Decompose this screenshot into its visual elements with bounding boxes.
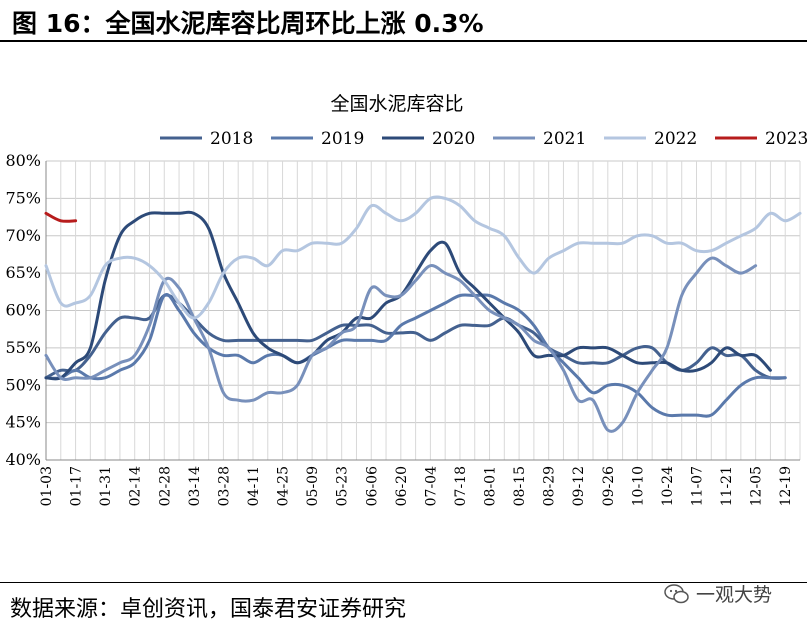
x-tick-label: 08-01	[483, 466, 499, 506]
series-line-2020	[44, 210, 772, 381]
x-tick-label: 08-15	[512, 466, 528, 506]
legend-item-2018: 2018	[160, 129, 253, 149]
legend-item-2023: 2023	[715, 129, 807, 149]
x-tick-label: 09-26	[601, 466, 617, 506]
x-tick-label: 11-07	[690, 466, 706, 506]
series-line-2022	[44, 195, 802, 320]
x-tick-label: 05-09	[305, 466, 321, 506]
y-tick-label: 50%	[5, 375, 41, 394]
x-tick-label: 04-25	[276, 466, 292, 506]
x-tick-label: 06-20	[394, 466, 410, 506]
x-tick-label: 12-05	[749, 466, 765, 506]
chart-title: 全国水泥库容比	[330, 93, 463, 115]
x-tick-label: 02-28	[157, 466, 173, 506]
x-tick-label: 05-23	[335, 466, 351, 506]
series-lines	[44, 195, 802, 433]
legend-label: 2022	[654, 129, 697, 149]
x-tick-label: 02-14	[128, 466, 144, 506]
legend-item-2021: 2021	[493, 129, 586, 149]
x-tick-label: 06-06	[364, 466, 380, 506]
legend-label: 2018	[210, 129, 253, 149]
figure-title: 图 16：全国水泥库容比周环比上涨 0.3%	[12, 9, 484, 38]
x-tick-label: 11-21	[719, 466, 735, 506]
watermark: 一观大势	[664, 580, 772, 607]
legend-item-2020: 2020	[382, 129, 475, 149]
wechat-icon	[664, 583, 689, 603]
source-note: 数据来源：卓创资讯，国泰君安证券研究	[10, 597, 407, 622]
y-tick-label: 60%	[5, 301, 41, 320]
y-tick-label: 75%	[5, 188, 41, 207]
watermark-text: 一观大势	[696, 584, 773, 606]
title-rule	[0, 40, 807, 42]
x-tick-label: 01-03	[39, 466, 55, 506]
x-tick-label: 03-14	[187, 466, 203, 506]
y-tick-label: 45%	[5, 413, 41, 432]
legend-item-2019: 2019	[271, 129, 364, 149]
legend-label: 2019	[321, 129, 364, 149]
y-tick-label: 55%	[5, 338, 41, 357]
y-tick-label: 40%	[5, 450, 41, 469]
y-tick-label: 65%	[5, 263, 41, 282]
series-line-2019	[44, 292, 787, 418]
x-tick-label: 07-04	[423, 466, 439, 506]
source-rule	[0, 582, 807, 583]
x-tick-label: 12-19	[778, 466, 794, 506]
y-tick-label: 80%	[5, 151, 41, 170]
x-tick-label: 01-17	[69, 466, 85, 506]
x-tick-label: 08-29	[542, 466, 558, 506]
x-tick-label: 09-12	[571, 466, 587, 506]
series-line-2023	[44, 211, 78, 223]
x-tick-label: 10-10	[630, 466, 646, 506]
axes: 40% 45% 50% 55% 60% 65% 70% 75% 80% 01-03 01-17 01-…	[5, 151, 800, 506]
legend: 2018 2019 2020 2021 2022 2023	[160, 129, 807, 149]
x-tick-label: 04-11	[246, 466, 262, 506]
line-chart: 全国水泥库容比 2018 2019 2020 2021 2022 2023 40% 45% 5…	[5, 93, 807, 506]
legend-label: 2020	[432, 129, 475, 149]
x-tick-label: 10-24	[660, 466, 676, 506]
x-tick-label: 03-28	[216, 466, 232, 506]
legend-label: 2023	[765, 129, 807, 149]
x-tick-label: 01-31	[98, 466, 114, 506]
y-tick-label: 70%	[5, 226, 41, 245]
legend-item-2022: 2022	[604, 129, 697, 149]
gridlines	[45, 160, 801, 461]
legend-label: 2021	[543, 129, 586, 149]
x-tick-label: 07-18	[453, 466, 469, 506]
